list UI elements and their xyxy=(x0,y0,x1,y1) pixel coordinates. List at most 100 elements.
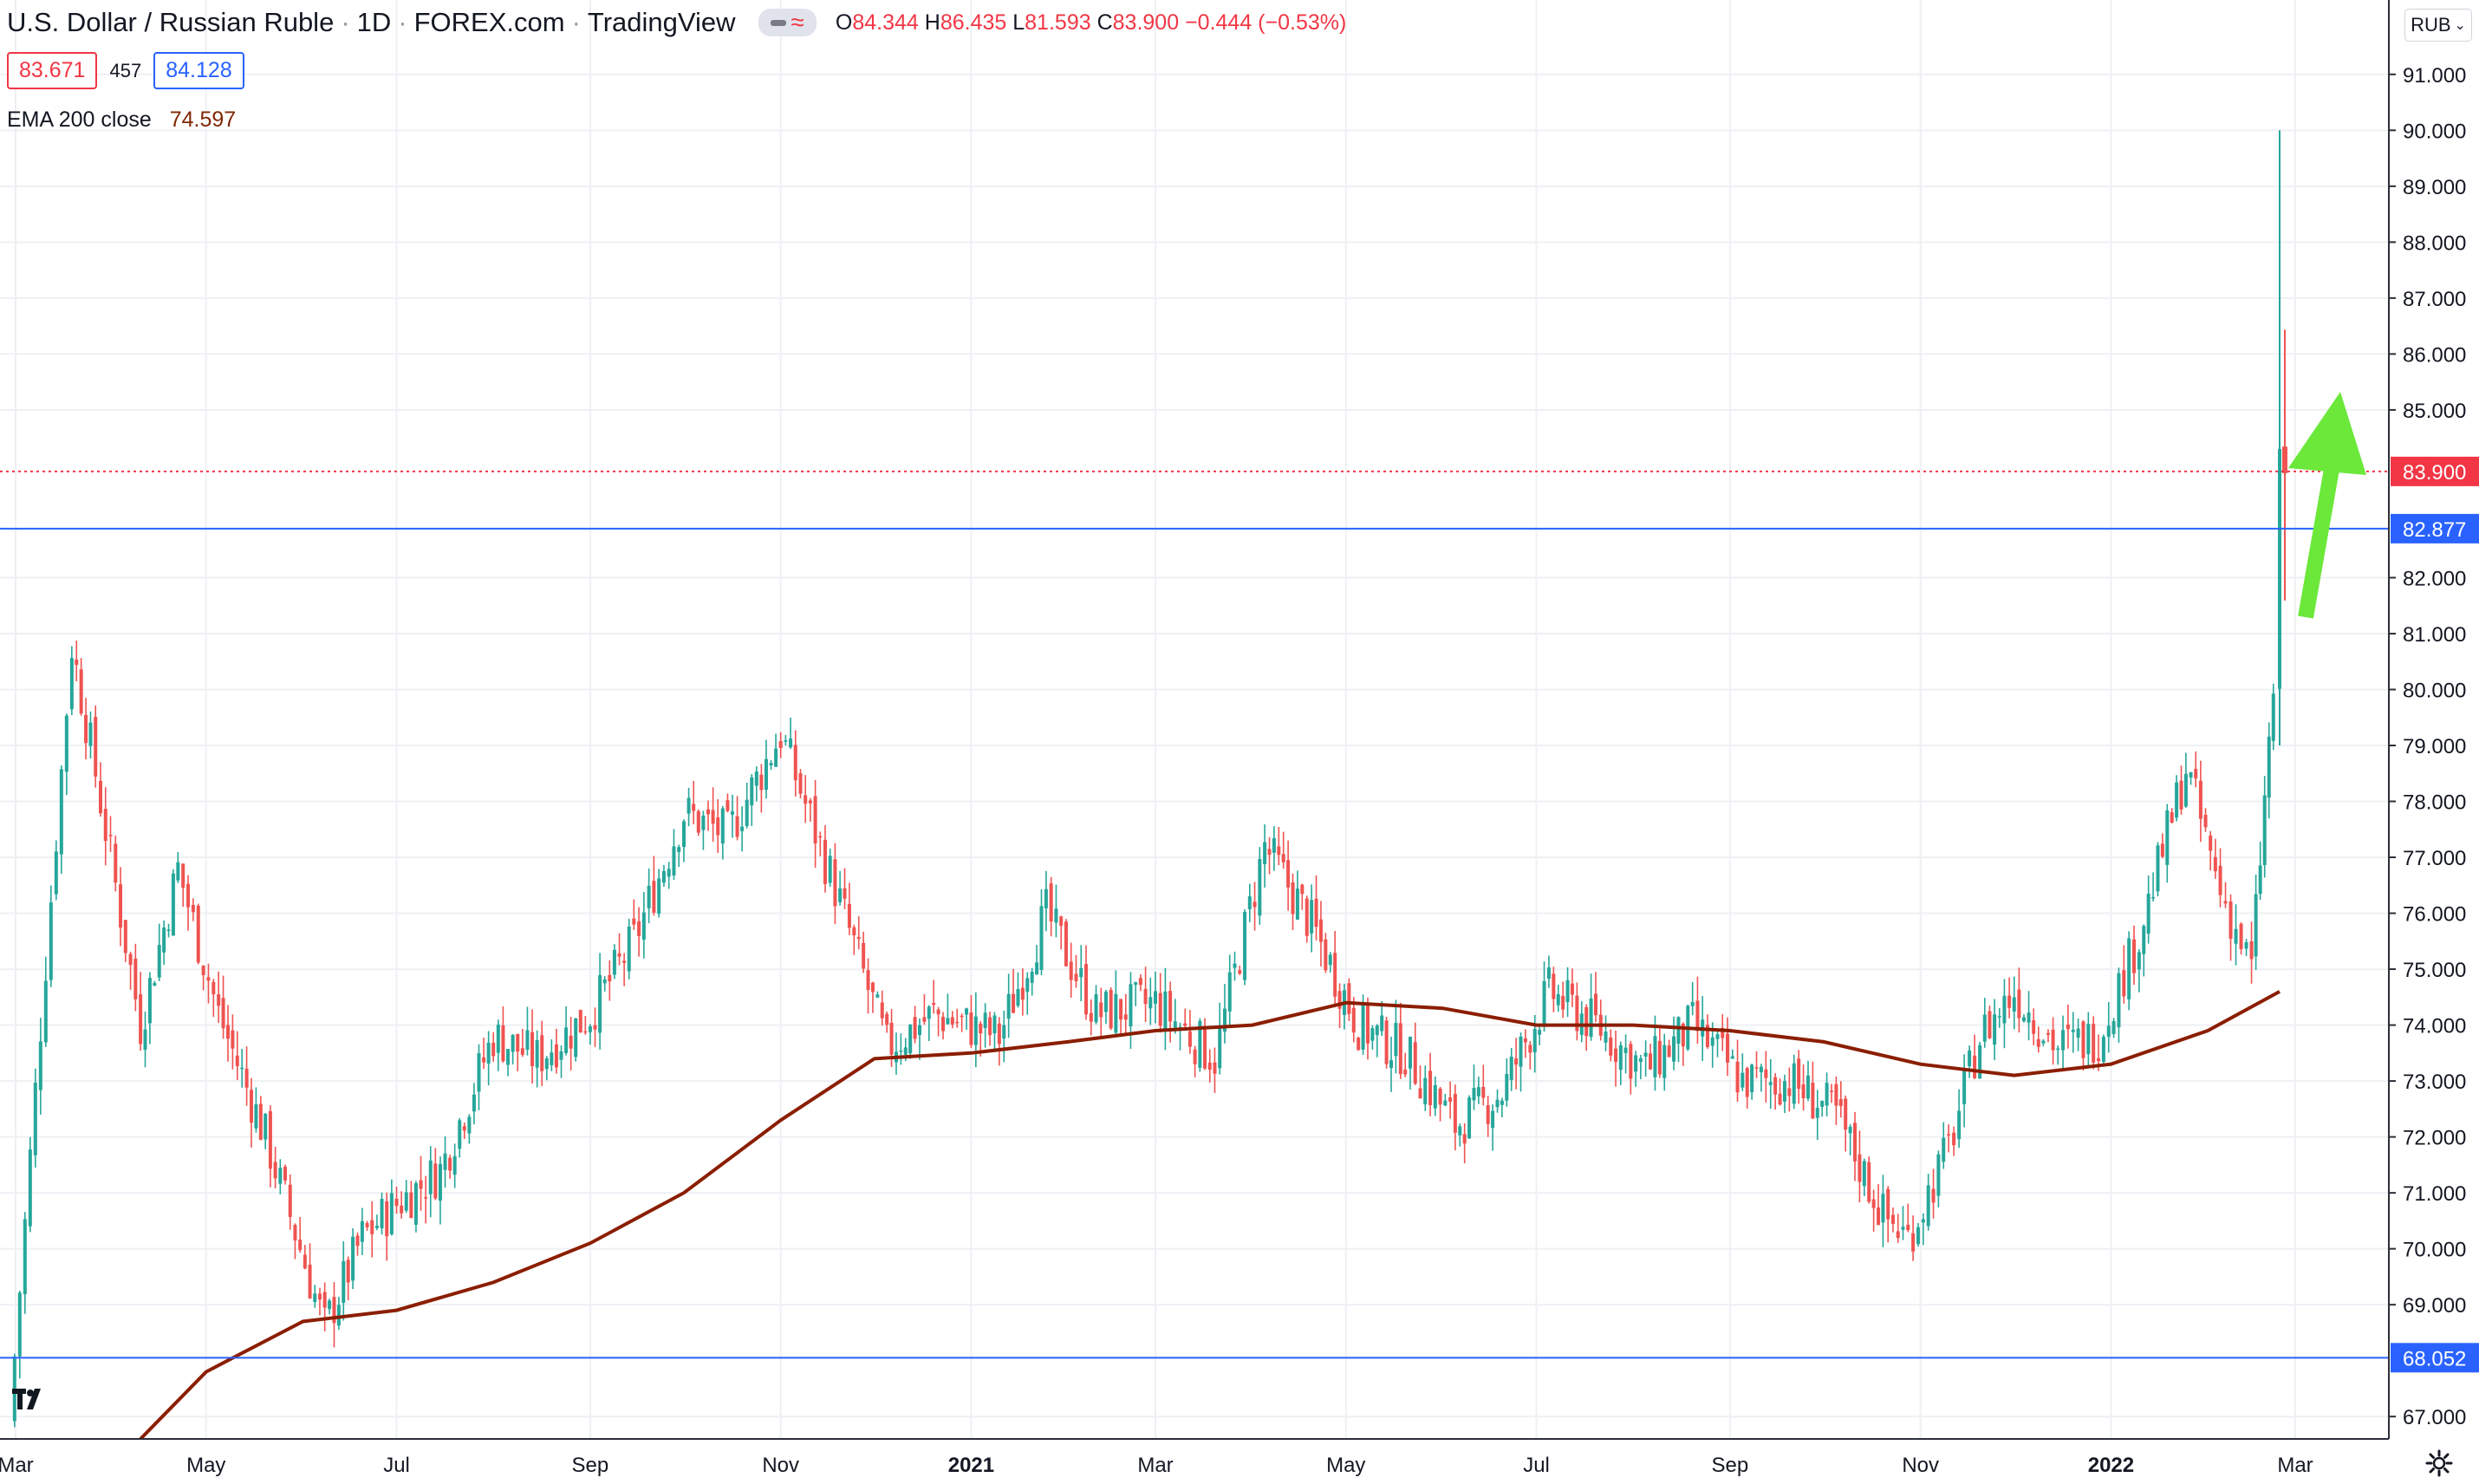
indicator-legend[interactable]: EMA 200 close 74.597 xyxy=(7,107,236,133)
candle-body xyxy=(2041,1040,2046,1044)
candle-body xyxy=(1710,1037,1714,1046)
candle-body xyxy=(1428,1071,1433,1105)
candle-body xyxy=(462,1126,466,1131)
candle-body xyxy=(1820,1100,1825,1107)
candle-body xyxy=(1044,888,1048,908)
green-arrow-head xyxy=(2288,392,2366,475)
candle-body xyxy=(1896,1231,1900,1239)
candle-body xyxy=(1862,1161,1866,1187)
candle-body xyxy=(808,800,812,804)
candle-body xyxy=(389,1193,394,1234)
candle-body xyxy=(1370,1028,1375,1041)
ohlc-values: O84.344 H86.435 L81.593 C83.900 −0.444 (… xyxy=(836,10,1346,36)
candle-body xyxy=(1792,1063,1796,1104)
candle-body xyxy=(750,777,754,806)
candle-body xyxy=(1886,1188,1890,1220)
candle-body xyxy=(2249,941,2254,960)
candle-body xyxy=(1546,967,1551,980)
candle-body xyxy=(2239,923,2243,949)
candle-body xyxy=(69,658,74,710)
candle-body xyxy=(139,994,143,1045)
candle-body xyxy=(433,1163,438,1199)
candle-body xyxy=(123,920,127,954)
candle-body xyxy=(506,1049,511,1065)
candle-body xyxy=(637,921,641,936)
candle-body xyxy=(2122,970,2126,997)
candle-body xyxy=(360,1220,364,1242)
candle-body xyxy=(114,843,118,883)
settings-gear-icon[interactable] xyxy=(2425,1449,2453,1477)
last-candle-body xyxy=(2281,446,2287,473)
candle-body xyxy=(1936,1154,1941,1196)
candle-body xyxy=(2111,1021,2116,1034)
sell-price-button[interactable]: 83.671 xyxy=(7,52,98,89)
candle-body xyxy=(1662,1045,1667,1078)
candle-body xyxy=(1523,1038,1527,1043)
candle-body xyxy=(94,717,98,777)
candle-body xyxy=(759,774,764,791)
candle-body xyxy=(866,970,870,990)
candle-body xyxy=(2012,997,2016,1012)
candle-body xyxy=(1453,1094,1457,1133)
candle-body xyxy=(667,869,671,877)
candle-body xyxy=(2007,995,2012,1008)
buy-price-button[interactable]: 84.128 xyxy=(153,52,244,89)
indicator-label: EMA 200 close xyxy=(7,107,152,132)
candle-body xyxy=(2127,938,2131,999)
currency-button[interactable]: RUB ⌄ xyxy=(2404,9,2472,42)
candle-body xyxy=(1575,995,1579,1032)
candle-body xyxy=(186,883,191,908)
indicator-value: 74.597 xyxy=(169,107,237,132)
candle-body xyxy=(559,1051,563,1060)
candle-body xyxy=(969,1012,973,1045)
candle-body xyxy=(946,1018,950,1025)
price-axis-badge xyxy=(2391,456,2479,486)
candle-body xyxy=(720,808,725,844)
candle-body xyxy=(1272,838,1276,853)
candle-body xyxy=(1002,1025,1006,1039)
candle-body xyxy=(706,809,711,815)
candle-body xyxy=(535,1039,539,1068)
candle-body xyxy=(2203,814,2208,828)
candle-body xyxy=(103,809,107,842)
candle-body xyxy=(1867,1162,1871,1202)
candle-body xyxy=(467,1116,472,1134)
candle-body xyxy=(686,797,691,814)
candle-body xyxy=(789,738,793,748)
candle-body xyxy=(1481,1087,1486,1098)
candle-body xyxy=(1745,1068,1749,1097)
candle-body xyxy=(438,1163,442,1201)
candle-body xyxy=(955,1021,960,1024)
candle-body xyxy=(273,1162,277,1179)
ema200-line xyxy=(139,990,2281,1441)
legend-header: U.S. Dollar / Russian Ruble · 1D · FOREX… xyxy=(7,7,1346,38)
candle-body xyxy=(677,847,681,852)
candle-body xyxy=(1649,1053,1653,1070)
candle-body xyxy=(544,1058,549,1070)
price-tick-label: 70.000 xyxy=(2403,1239,2466,1262)
candle-body xyxy=(1634,1055,1638,1072)
candle-body xyxy=(1643,1052,1648,1057)
candle-body xyxy=(511,1034,515,1052)
candle-body xyxy=(1853,1123,1858,1162)
candle-body xyxy=(54,851,58,895)
interval-label[interactable]: 1D xyxy=(356,7,392,37)
candle-body xyxy=(1705,1025,1709,1047)
candle-body xyxy=(908,1025,913,1054)
price-axis-bg xyxy=(2389,0,2479,1484)
candle-body xyxy=(1726,1033,1730,1063)
price-axis-badge xyxy=(2391,513,2479,543)
candle-body xyxy=(1168,991,1173,1022)
candle-body xyxy=(1314,898,1318,928)
candle-body xyxy=(1538,1030,1542,1035)
tradingview-logo-icon[interactable] xyxy=(12,1385,49,1415)
symbol-title[interactable]: U.S. Dollar / Russian Ruble xyxy=(7,7,335,37)
candle-body xyxy=(250,1090,254,1123)
time-tick-label: May xyxy=(186,1454,225,1477)
candle-body xyxy=(143,1029,147,1051)
market-status-pill[interactable]: ≈ xyxy=(758,9,817,36)
candle-body xyxy=(147,978,152,1024)
candle-body xyxy=(288,1184,292,1217)
